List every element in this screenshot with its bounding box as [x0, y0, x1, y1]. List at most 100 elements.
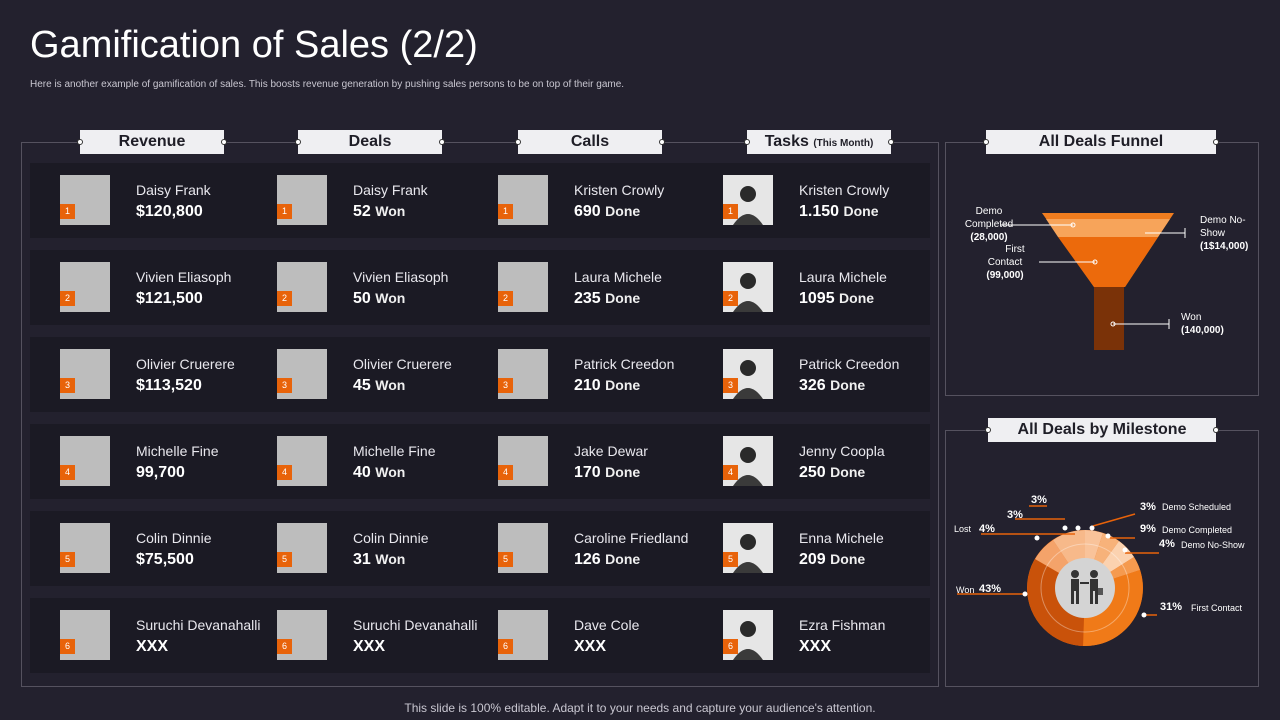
rank-badge: 6	[60, 639, 75, 654]
rank-badge: 3	[60, 378, 75, 393]
metric-number: 40	[353, 464, 371, 481]
person-name: Jenny Coopla	[799, 443, 885, 459]
funnel-label-won-1: Won	[1181, 312, 1201, 323]
funnel-label-demo-no-show-1: Demo No-	[1200, 215, 1246, 226]
milestone-first-contact-name: First Contact	[1191, 603, 1243, 613]
person-name: Michelle Fine	[136, 443, 219, 459]
revenue-cell: 6 Suruchi Devanahalli XXX	[30, 598, 261, 673]
table-row: 6 Suruchi Devanahalli XXX 6 Suruchi Devanaha…	[30, 598, 930, 673]
page-footer: This slide is 100% editable. Adapt it to…	[404, 701, 876, 715]
metric-value: $121,500	[136, 290, 203, 308]
metric-number: 1.150	[799, 203, 840, 220]
metric-unit: Won	[375, 464, 406, 480]
person-name: Daisy Frank	[353, 182, 428, 198]
table-row: 1 Daisy Frank $120,800 1 Daisy Frank 52 Won 1 K…	[30, 163, 930, 238]
metric-unit: Won	[375, 377, 406, 393]
funnel-label-won-2: (140,000)	[1181, 325, 1224, 336]
deals-cell: 3 Olivier Cruerere 45 Won	[247, 337, 457, 412]
metric-unit: Done	[830, 464, 866, 480]
funnel-label-first-contact-2: Contact	[988, 257, 1023, 268]
rank-badge: 6	[498, 639, 513, 654]
rank-badge: 5	[498, 552, 513, 567]
table-row: 4 Michelle Fine 99,700 4 Michelle Fine 40 Won…	[30, 424, 930, 499]
metric-unit: Done	[605, 464, 641, 480]
leaderboard-panel	[21, 142, 939, 687]
deals-cell: 2 Vivien Eliasoph 50 Won	[247, 250, 457, 325]
funnel-label-demo-completed-2: Completed	[965, 219, 1013, 230]
milestone-demo-completed-pct: 9%	[1140, 523, 1156, 535]
milestone-lost-pct: 4%	[979, 523, 995, 535]
table-row: 5 Colin Dinnie $75,500 5 Colin Dinnie 31 Won 5…	[30, 511, 930, 586]
milestone-demo-scheduled-pct: 3%	[1140, 501, 1156, 513]
header-calls: Calls	[515, 130, 665, 154]
revenue-cell: 3 Olivier Cruerere $113,520	[30, 337, 240, 412]
calls-cell: 6 Dave Cole XXX	[468, 598, 678, 673]
metric-unit: Done	[830, 377, 866, 393]
metric-number: 210	[574, 377, 601, 394]
calls-cell: 1 Kristen Crowly 690 Done	[468, 163, 678, 238]
person-name: Colin Dinnie	[353, 530, 429, 546]
page-subtitle: Here is another example of gamification …	[30, 79, 625, 90]
metric-number: 170	[574, 464, 601, 481]
tasks-cell: 2 Laura Michele 1095 Done	[693, 250, 903, 325]
metric-value: 1.150 Done	[799, 203, 879, 221]
metric-value: 326 Done	[799, 377, 865, 395]
metric-value: $120,800	[136, 203, 203, 221]
metric-number: 31	[353, 551, 371, 568]
milestone-first-contact-pct: 31%	[1160, 601, 1182, 613]
milestone-top-b-pct: 3%	[1007, 509, 1023, 521]
rank-badge: 2	[277, 291, 292, 306]
milestone-won-name: Won	[956, 585, 974, 595]
funnel-label-demo-completed-1: Demo	[976, 206, 1003, 217]
calls-cell: 2 Laura Michele 235 Done	[468, 250, 678, 325]
metric-number: 1095	[799, 290, 835, 307]
metric-number: 126	[574, 551, 601, 568]
metric-number: $120,800	[136, 203, 203, 220]
metric-unit: Done	[830, 551, 866, 567]
rank-badge: 6	[723, 639, 738, 654]
metric-value: 50 Won	[353, 290, 405, 308]
metric-value: $75,500	[136, 551, 194, 569]
deals-cell: 4 Michelle Fine 40 Won	[247, 424, 457, 499]
page-title: Gamification of Sales (2/2)	[30, 24, 478, 66]
metric-unit: Won	[375, 203, 406, 219]
deals-cell: 5 Colin Dinnie 31 Won	[247, 511, 457, 586]
revenue-cell: 1 Daisy Frank $120,800	[30, 163, 240, 238]
tasks-cell: 4 Jenny Coopla 250 Done	[693, 424, 903, 499]
rank-badge: 3	[498, 378, 513, 393]
rank-badge: 6	[277, 639, 292, 654]
rank-badge: 4	[60, 465, 75, 480]
people-icon	[1071, 570, 1103, 604]
metric-value: 99,700	[136, 464, 185, 482]
milestone-won-pct: 43%	[979, 583, 1001, 595]
metric-value: 126 Done	[574, 551, 640, 569]
metric-number: 50	[353, 290, 371, 307]
milestone-top-a-pct: 3%	[1031, 494, 1047, 506]
deals-cell: 1 Daisy Frank 52 Won	[247, 163, 457, 238]
person-name: Vivien Eliasoph	[353, 269, 449, 285]
person-name: Dave Cole	[574, 617, 640, 633]
milestone-demo-scheduled-name: Demo Scheduled	[1162, 502, 1231, 512]
metric-number: XXX	[353, 638, 386, 655]
milestone-demo-no-show-name: Demo No-Show	[1181, 540, 1245, 550]
metric-number: 52	[353, 203, 371, 220]
person-name: Ezra Fishman	[799, 617, 886, 633]
rank-badge: 4	[723, 465, 738, 480]
rank-badge: 1	[277, 204, 292, 219]
person-name: Colin Dinnie	[136, 530, 212, 546]
metric-number: XXX	[136, 638, 169, 655]
rank-badge: 5	[277, 552, 292, 567]
header-deals: Deals	[295, 130, 445, 154]
milestone-title: All Deals by Milestone	[985, 418, 1219, 442]
revenue-cell: 5 Colin Dinnie $75,500	[30, 511, 240, 586]
funnel-title: All Deals Funnel	[983, 130, 1219, 154]
metric-number: XXX	[574, 638, 607, 655]
person-name: Kristen Crowly	[799, 182, 890, 198]
calls-cell: 5 Caroline Friedland 126 Done	[468, 511, 688, 586]
metric-number: XXX	[799, 638, 832, 655]
person-name: Daisy Frank	[136, 182, 211, 198]
tasks-cell: 1 Kristen Crowly 1.150 Done	[693, 163, 903, 238]
header-revenue: Revenue	[77, 130, 227, 154]
rank-badge: 2	[498, 291, 513, 306]
metric-unit: Done	[839, 290, 875, 306]
